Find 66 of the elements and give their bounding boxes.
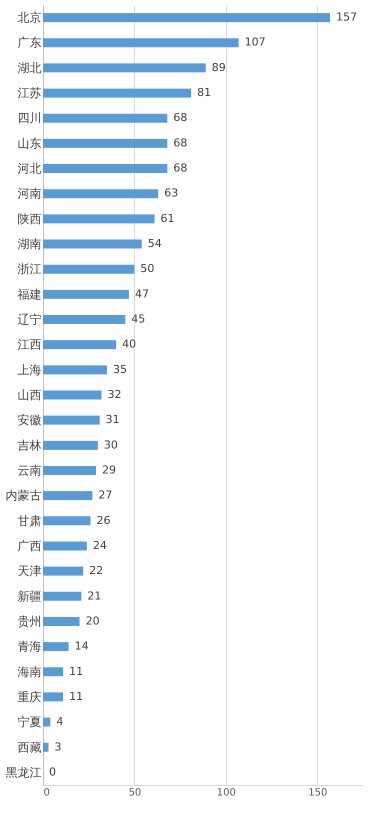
y-tick-label: 吉林 [18, 438, 42, 452]
y-tick-label: 天津 [18, 564, 42, 578]
data-label: 35 [113, 362, 127, 376]
data-label: 29 [102, 463, 116, 476]
data-label: 61 [160, 212, 175, 225]
data-label: 21 [87, 589, 102, 602]
data-label: 24 [92, 538, 107, 552]
y-tick-label: 黑龙江 [6, 765, 42, 780]
data-label: 68 [173, 136, 188, 150]
data-label: 22 [89, 564, 104, 578]
data-label: 40 [122, 338, 136, 351]
data-label: 27 [98, 488, 112, 502]
data-label: 68 [173, 162, 188, 175]
data-label: 0 [49, 765, 56, 778]
y-tick-label: 安徽 [18, 413, 42, 428]
y-tick-label: 重庆 [18, 690, 42, 704]
y-tick-label: 浙江 [18, 262, 42, 276]
y-tick-label: 江西 [18, 338, 42, 352]
data-label: 26 [96, 514, 111, 527]
y-tick-label: 湖南 [18, 237, 42, 252]
y-tick-label: 内蒙古 [6, 488, 42, 503]
y-tick-label: 北京 [18, 10, 42, 25]
data-label: 47 [134, 287, 149, 300]
y-tick-label: 西藏 [18, 740, 42, 754]
data-label: 81 [197, 86, 212, 100]
y-tick-label: 宁夏 [18, 715, 42, 730]
data-label: 45 [131, 312, 146, 326]
data-label: 54 [148, 237, 162, 250]
data-label: 50 [140, 262, 154, 276]
x-tick-label: 150 [308, 788, 328, 798]
y-tick-label: 广西 [18, 538, 42, 553]
y-tick-label: 山东 [18, 136, 42, 150]
y-tick-label: 陕西 [18, 212, 42, 226]
data-label: 32 [108, 388, 122, 401]
y-tick-label: 青海 [18, 640, 42, 654]
y-tick-label: 山西 [18, 388, 42, 402]
y-tick-label: 河北 [18, 162, 42, 176]
y-tick-label: 福建 [18, 287, 42, 302]
y-tick-label: 新疆 [18, 589, 42, 604]
y-tick-label: 甘肃 [18, 514, 42, 528]
x-tick-label: 100 [216, 788, 236, 798]
y-tick-label: 上海 [18, 362, 42, 377]
data-label: 31 [106, 413, 120, 426]
data-label: 11 [69, 690, 84, 703]
data-label: 11 [69, 664, 84, 678]
y-tick-label: 云南 [18, 463, 42, 478]
data-label: 89 [212, 60, 226, 74]
data-label: 68 [173, 111, 188, 124]
data-label: 20 [86, 614, 100, 628]
y-tick-label: 湖北 [18, 60, 42, 75]
y-tick-label: 四川 [18, 111, 42, 126]
y-tick-label: 河南 [18, 186, 42, 201]
data-label: 14 [74, 640, 89, 653]
y-tick-label: 江苏 [18, 86, 42, 100]
y-tick-label: 辽宁 [18, 312, 42, 327]
data-label: 107 [244, 36, 266, 49]
data-label: 63 [164, 186, 178, 200]
x-tick-label: 0 [44, 788, 50, 798]
y-tick-label: 海南 [18, 664, 42, 679]
y-tick-label: 贵州 [18, 614, 42, 628]
data-label: 157 [336, 10, 358, 24]
data-label: 4 [56, 715, 64, 728]
y-tick-label: 广东 [18, 36, 42, 50]
x-tick-label: 50 [128, 788, 142, 798]
data-label: 30 [104, 438, 118, 452]
data-label: 3 [54, 740, 62, 754]
